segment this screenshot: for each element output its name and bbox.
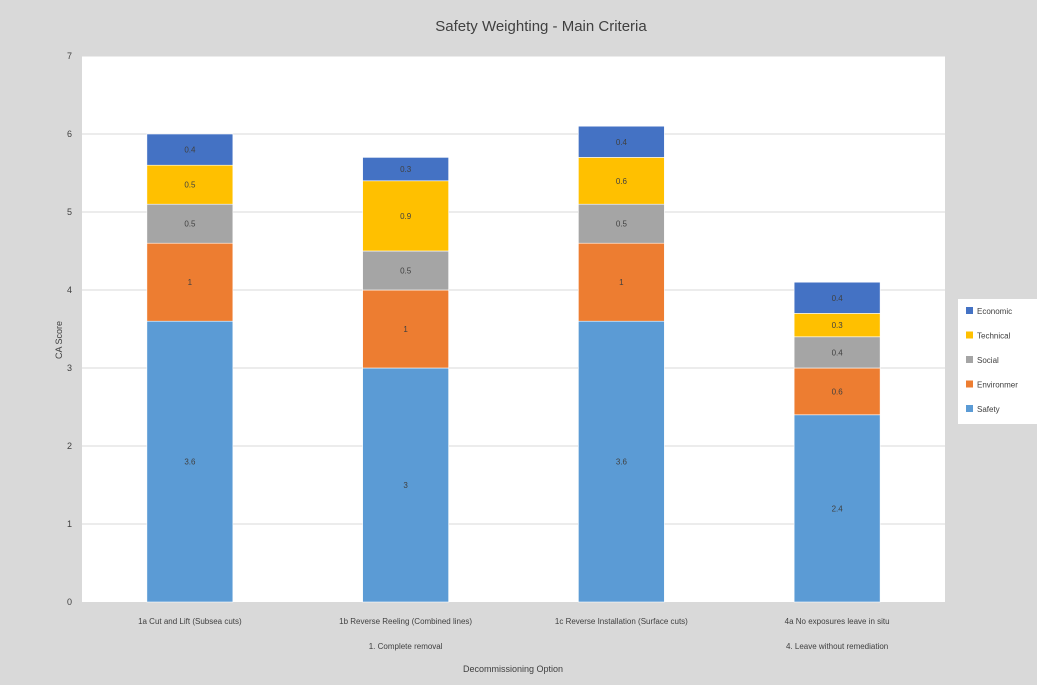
bar-segment-social: [146, 203, 234, 244]
data-label: 1: [619, 278, 624, 287]
data-label: 0.4: [184, 146, 196, 155]
y-tick-label: 0: [67, 597, 72, 607]
chart-title: Safety Weighting - Main Criteria: [435, 18, 647, 35]
legend-swatch: [966, 405, 973, 412]
data-label: 0.4: [616, 138, 628, 147]
data-label: 2.4: [832, 504, 844, 513]
x-tick-label: 1b Reverse Reeling (Combined lines): [339, 617, 472, 626]
y-tick-label: 1: [67, 519, 72, 529]
y-tick-label: 5: [67, 207, 72, 217]
x-tick-label: 1a Cut and Lift (Subsea cuts): [138, 617, 242, 626]
data-label: 1: [188, 278, 193, 287]
x-axis-labels: 1a Cut and Lift (Subsea cuts) 1b Reverse …: [138, 617, 890, 651]
legend-swatch: [966, 331, 973, 339]
bar-segment-economic: [362, 157, 449, 182]
data-label: 0.9: [400, 212, 412, 221]
legend-swatch: [966, 356, 973, 363]
bar-segment-safety: [362, 367, 449, 603]
bar-segment-environment: [146, 242, 234, 322]
data-label: 0.3: [832, 321, 844, 330]
y-tick-label: 7: [67, 51, 72, 61]
bar-segment-technical: [578, 157, 665, 205]
data-label: 1: [403, 325, 408, 334]
bar-segment-environment: [578, 242, 665, 322]
bar-segment-environment: [362, 289, 449, 369]
x-tick-label: 1c Reverse Installation (Surface cuts): [555, 617, 688, 626]
x-axis-title: Decommissioning Option: [463, 664, 563, 674]
bars: 3.6 1 0.5 0.5 0.4 3 1 0.5 0.9 0.3 3.6 1 0.5 0.6 0.4 2.4…: [146, 125, 881, 603]
data-label: 0.4: [832, 348, 844, 357]
data-label: 3.6: [184, 458, 196, 467]
data-label: 0.3: [400, 165, 412, 174]
data-label: 0.4: [832, 294, 844, 303]
data-label: 0.5: [616, 220, 628, 229]
bar-segment-economic: [146, 133, 234, 166]
legend: Economic Technical Social Environmer Safety: [958, 299, 1037, 424]
legend-entry: Economic: [977, 307, 1012, 316]
data-label: 0.5: [184, 220, 196, 229]
bar-segment-social: [578, 203, 665, 244]
bar-segment-safety: [793, 414, 881, 603]
bar-segment-social: [362, 250, 449, 291]
legend-swatch: [966, 307, 973, 314]
legend-entry: Environmer: [977, 381, 1018, 390]
x-group-label: 1. Complete removal: [369, 642, 443, 651]
legend-entry: Safety: [977, 405, 1000, 414]
bar-segment-safety: [578, 320, 665, 603]
data-label: 0.6: [616, 177, 628, 186]
y-axis-ticks: 0 1 2 3 4 5 6 7: [67, 51, 72, 607]
y-axis-title: CA Score: [54, 321, 64, 359]
data-label: 3.6: [616, 458, 628, 467]
y-tick-label: 4: [67, 285, 72, 295]
x-tick-label: 4a No exposures leave in situ: [785, 617, 890, 626]
legend-entry: Technical: [977, 332, 1011, 341]
bar-segment-economic: [578, 125, 665, 158]
data-label: 0.6: [832, 387, 844, 396]
data-label: 3: [403, 481, 408, 490]
bar-segment-technical: [146, 164, 234, 205]
legend-swatch: [966, 380, 973, 388]
y-tick-label: 2: [67, 441, 72, 451]
y-tick-label: 3: [67, 363, 72, 373]
bar-segment-technical: [362, 180, 449, 252]
data-label: 0.5: [184, 181, 196, 190]
y-tick-label: 6: [67, 129, 72, 139]
bar-segment-economic: [793, 281, 881, 314]
x-group-label: 4. Leave without remediation: [786, 642, 888, 651]
bar-segment-environment: [793, 367, 881, 416]
data-label: 0.5: [400, 267, 412, 276]
legend-entry: Social: [977, 356, 999, 365]
